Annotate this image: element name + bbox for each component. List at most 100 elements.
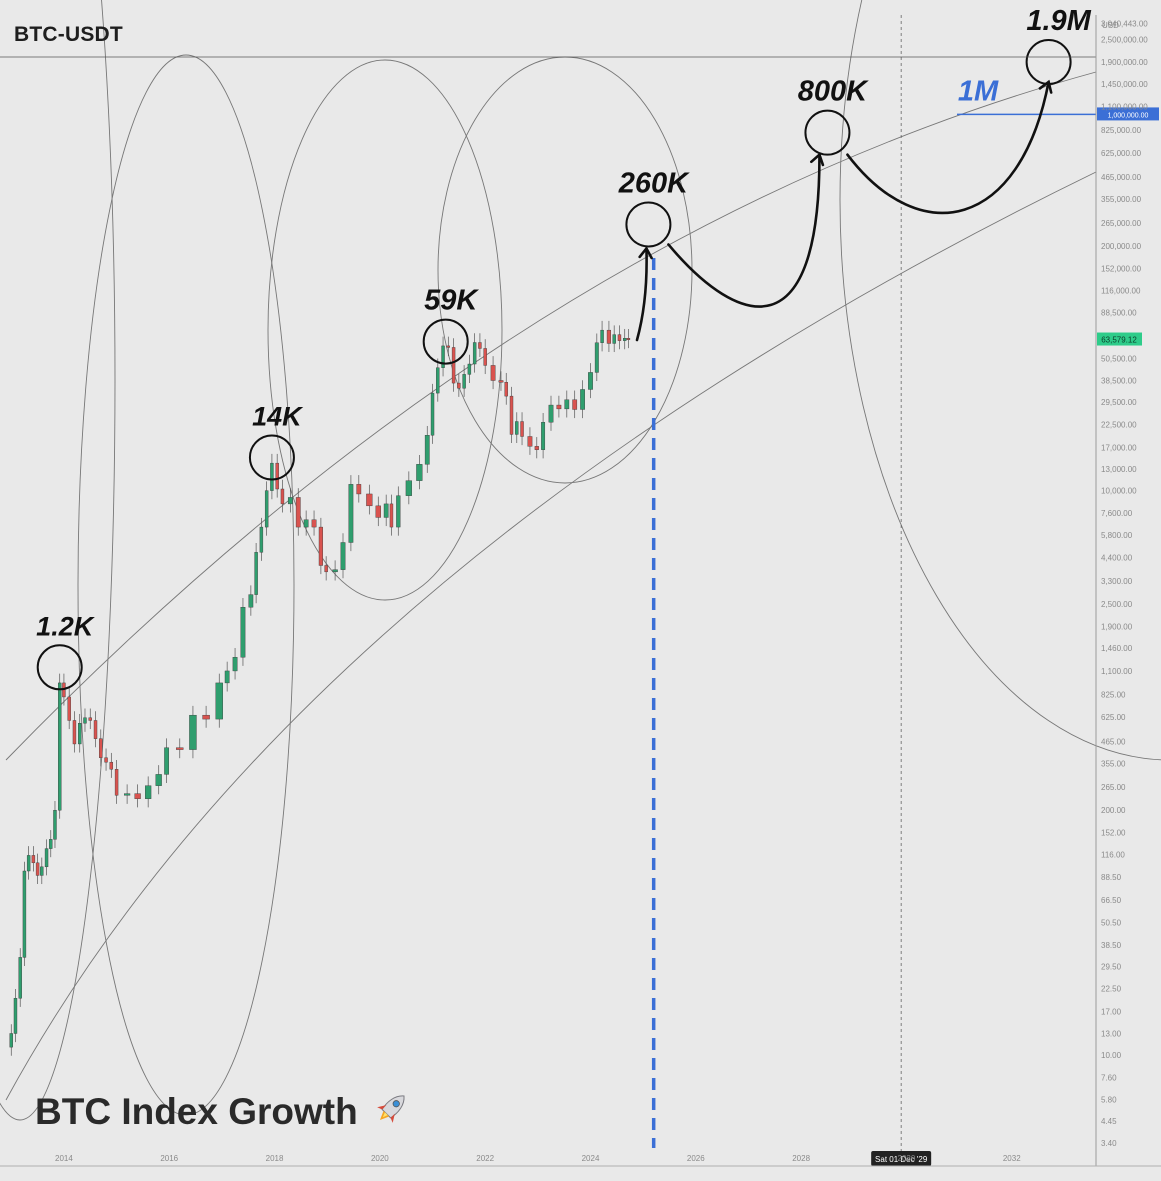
y-tick-label: 2,500.00 — [1101, 600, 1133, 609]
candle-body — [606, 329, 612, 344]
candle-body — [164, 747, 169, 775]
candle-body — [35, 862, 40, 876]
candle-body — [483, 348, 487, 366]
peak-circle — [248, 434, 295, 481]
candle-body — [83, 717, 87, 724]
y-tick-label: 38,500.00 — [1101, 376, 1137, 385]
date-badge-bg — [871, 1151, 932, 1166]
candle-body — [155, 774, 162, 786]
candle-body — [53, 809, 57, 840]
x-tick-label: 2030 — [898, 1154, 916, 1163]
candle-body — [270, 462, 274, 491]
candle-body — [515, 421, 519, 435]
candle-body — [340, 542, 346, 570]
date-marker-badge: Sat 01 Dec '29 — [871, 1151, 932, 1166]
candle-body — [520, 421, 524, 437]
candle-body — [441, 345, 445, 368]
y-tick-label: 1,100.00 — [1101, 667, 1133, 676]
candle-body — [49, 839, 53, 849]
candle-body — [405, 480, 412, 496]
candle-body — [490, 365, 496, 381]
candle-body — [396, 495, 401, 528]
y-tick-label: 50,500.00 — [1101, 354, 1137, 363]
y-tick-label: 355,000.00 — [1101, 195, 1142, 204]
y-tick-label: 7.60 — [1101, 1073, 1117, 1082]
candle-body — [232, 657, 238, 672]
candle-body — [189, 714, 197, 750]
candle-body — [78, 723, 82, 745]
y-tick-label: 2,500,000.00 — [1101, 36, 1148, 45]
candle-body — [240, 607, 246, 658]
candle-body — [295, 497, 301, 528]
candle-body — [617, 334, 622, 341]
candle-body — [375, 505, 381, 518]
y-tick-label: 5,800.00 — [1101, 531, 1133, 540]
y-tick-label: 152,000.00 — [1101, 264, 1142, 273]
cycle-ellipse — [0, 0, 116, 1121]
candle-body — [26, 855, 31, 872]
candle-body — [22, 870, 27, 958]
candle-body — [318, 526, 323, 566]
y-tick-label: 200,000.00 — [1101, 242, 1142, 251]
candle-body — [600, 329, 604, 343]
y-tick-label: 1,900,000.00 — [1101, 58, 1148, 67]
level-line-label: 1M — [958, 75, 999, 107]
candle-body — [498, 380, 504, 383]
candle-body — [383, 503, 389, 518]
candle-body — [572, 399, 578, 410]
candle-body — [88, 717, 92, 721]
y-tick-label: 3.40 — [1101, 1139, 1117, 1148]
candle-body — [548, 404, 554, 423]
peak-circle — [36, 644, 83, 691]
candle-body — [280, 488, 285, 505]
symbol-label: BTC-USDT — [14, 23, 123, 46]
arrow-head — [810, 152, 825, 167]
cycle-ellipse — [77, 54, 295, 1116]
candle-body — [541, 422, 546, 450]
candle-body — [366, 493, 373, 507]
arrow-head-path — [1038, 79, 1053, 94]
y-tick-label: 1,900.00 — [1101, 622, 1133, 631]
y-tick-label: 3,040,443.00 — [1101, 20, 1148, 29]
cycle-arcs — [0, 0, 1161, 1121]
axes: 1,000,000.00 2014 2016 2018 2020 2022 2024 2026… — [0, 15, 1161, 1167]
peak-label: 1.9M — [1026, 5, 1091, 37]
candle-body — [348, 484, 354, 543]
candle-body — [430, 392, 435, 436]
candle-body — [436, 367, 440, 394]
y-tick-label: 38.50 — [1101, 941, 1122, 950]
y-tick-label: 1,100,000.00 — [1101, 103, 1148, 112]
y-tick-label: 116.00 — [1101, 851, 1125, 860]
peak-circle — [625, 201, 672, 248]
peak-circle — [422, 318, 469, 365]
arrow-head-path — [638, 246, 653, 260]
y-tick-label: 625,000.00 — [1101, 149, 1142, 158]
candle-body — [202, 714, 210, 720]
y-tick-label: 29.50 — [1101, 963, 1122, 972]
candlestick-series — [9, 320, 631, 1056]
vertical-markers: Sat 01 Dec '29 1M — [651, 15, 1096, 1166]
y-tick-label: 22,500.00 — [1101, 420, 1137, 429]
x-tick-label: 2032 — [1003, 1154, 1021, 1163]
y-tick-label: 22.50 — [1101, 985, 1122, 994]
x-tick-label: 2022 — [476, 1154, 494, 1163]
candle-body — [580, 389, 585, 410]
candle-body — [99, 738, 103, 758]
projection-arrow — [667, 153, 821, 308]
candle-body — [626, 338, 631, 340]
candle-body — [13, 998, 18, 1034]
arrow-head — [638, 246, 653, 260]
candle-body — [40, 866, 44, 876]
candle-body — [44, 848, 49, 868]
y-tick-label: 5.80 — [1101, 1095, 1117, 1104]
candle-body — [124, 793, 131, 796]
projection-arrow — [846, 80, 1050, 215]
channel-lower-curve — [5, 171, 1097, 1101]
candle-body — [311, 519, 317, 528]
candle-body — [259, 526, 264, 553]
candle-body — [446, 345, 451, 348]
candle-body — [588, 372, 593, 390]
caption-text: BTC Index Growth — [35, 1091, 358, 1132]
projection-arrow — [635, 247, 648, 342]
